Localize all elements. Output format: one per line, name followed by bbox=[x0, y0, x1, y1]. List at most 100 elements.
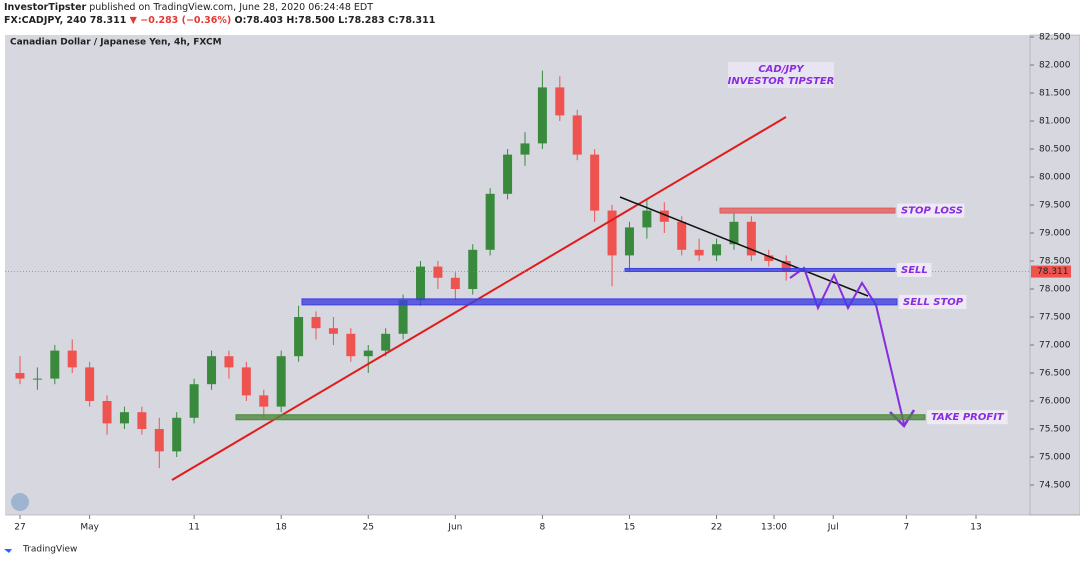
trendline-resistance bbox=[619, 196, 869, 297]
candle-body bbox=[67, 350, 77, 368]
y-tick-label: 76.000 bbox=[1039, 396, 1071, 406]
y-tick-label: 81.000 bbox=[1039, 117, 1071, 127]
candle-body bbox=[659, 210, 669, 222]
low: L:78.283 bbox=[338, 15, 385, 26]
last-price-box bbox=[1031, 265, 1071, 278]
level-label: TAKE PROFIT bbox=[931, 412, 1005, 423]
candle-body bbox=[468, 249, 478, 289]
y-tick-label: 82.500 bbox=[1039, 33, 1071, 43]
candle-body bbox=[503, 154, 513, 194]
y-tick-label: 79.500 bbox=[1039, 201, 1071, 211]
published: published on TradingView.com, June 28, 2… bbox=[89, 2, 373, 13]
y-tick-label: 79.000 bbox=[1039, 229, 1071, 239]
candle-body bbox=[712, 244, 722, 256]
candle-body bbox=[416, 266, 426, 301]
candle-body bbox=[729, 221, 739, 245]
candle-body bbox=[32, 378, 42, 380]
high: H:78.500 bbox=[286, 15, 335, 26]
logo-badge bbox=[11, 493, 29, 511]
candle-body bbox=[520, 143, 530, 155]
y-tick-label: 80.500 bbox=[1039, 145, 1071, 155]
close: C:78.311 bbox=[388, 15, 435, 26]
x-tick-label: 25 bbox=[363, 523, 374, 533]
candle-body bbox=[137, 412, 147, 429]
open: O:78.403 bbox=[235, 15, 284, 26]
annotation: INVESTOR TIPSTER bbox=[728, 76, 835, 87]
level-label: STOP LOSS bbox=[901, 206, 963, 217]
candle-body bbox=[346, 333, 356, 357]
chart-title: Canadian Dollar / Japanese Yen, 4h, FXCM bbox=[10, 38, 222, 48]
candle-body bbox=[781, 261, 791, 272]
annotation-box bbox=[728, 62, 834, 88]
candle-body bbox=[102, 400, 112, 424]
level-line bbox=[301, 298, 898, 306]
candle-body bbox=[50, 350, 60, 379]
x-tick-label: 7 bbox=[903, 523, 909, 533]
level-label: SELL STOP bbox=[903, 297, 964, 308]
candle-body bbox=[642, 210, 652, 228]
header-line2: FX:CADJPY, 240 78.311 ▼ −0.283 (−0.36%) … bbox=[4, 15, 435, 26]
candle-body bbox=[624, 227, 634, 256]
candle-body bbox=[433, 266, 443, 278]
candle-body bbox=[311, 316, 321, 329]
x-tick-label: 13:00 bbox=[761, 523, 787, 533]
candle-body bbox=[276, 356, 286, 407]
candle-body bbox=[294, 316, 304, 357]
level-label-box bbox=[927, 410, 1008, 425]
x-tick-label: 22 bbox=[711, 523, 722, 533]
candle-body bbox=[572, 115, 582, 155]
last-price-label: 78.311 bbox=[1037, 267, 1069, 277]
candle-body bbox=[764, 255, 774, 262]
x-tick-label: May bbox=[80, 523, 99, 533]
y-tick-label: 81.500 bbox=[1039, 89, 1071, 99]
level-label-box bbox=[899, 294, 967, 309]
x-tick-label: 18 bbox=[275, 523, 287, 533]
y-tick-label: 77.000 bbox=[1039, 340, 1071, 350]
level-label-box bbox=[897, 262, 932, 277]
brand-logo bbox=[4, 549, 12, 553]
level-label: SELL bbox=[901, 265, 928, 276]
x-tick-label: 27 bbox=[14, 523, 25, 533]
y-tick-label: 77.500 bbox=[1039, 312, 1071, 322]
y-tick-label: 76.500 bbox=[1039, 368, 1071, 378]
level-label-box bbox=[897, 203, 965, 218]
candle-body bbox=[450, 277, 460, 289]
annotation: CAD/JPY bbox=[758, 64, 805, 75]
candle-body bbox=[555, 87, 565, 116]
y-tick-label: 75.000 bbox=[1039, 452, 1071, 462]
header-line1: InvestorTipster published on TradingView… bbox=[4, 2, 373, 13]
candle-body bbox=[590, 154, 600, 211]
price: 78.311 bbox=[90, 15, 127, 26]
level-line bbox=[624, 267, 896, 272]
candle-body bbox=[172, 417, 182, 452]
candle-body bbox=[694, 249, 704, 256]
y-tick-label: 82.000 bbox=[1039, 61, 1071, 71]
brand: TradingView bbox=[22, 545, 77, 555]
candle-body bbox=[189, 384, 199, 418]
candle-body bbox=[328, 328, 338, 334]
x-tick-label: 13 bbox=[970, 523, 981, 533]
candle-body bbox=[15, 372, 25, 379]
level-line bbox=[235, 414, 926, 421]
y-tick-label: 75.500 bbox=[1039, 424, 1071, 434]
x-tick-label: Jul bbox=[827, 523, 839, 533]
y-tick-label: 74.500 bbox=[1039, 480, 1071, 490]
level-line bbox=[719, 207, 896, 214]
symbol: FX:CADJPY, 240 bbox=[4, 15, 87, 26]
candle-body bbox=[241, 367, 251, 396]
candle-body bbox=[259, 395, 269, 407]
change: ▼ −0.283 (−0.36%) bbox=[130, 15, 232, 26]
x-tick-label: 15 bbox=[624, 523, 635, 533]
candle-body bbox=[746, 221, 756, 256]
candle-body bbox=[119, 412, 129, 424]
candle-body bbox=[537, 87, 547, 144]
candle-body bbox=[224, 356, 234, 368]
y-tick-label: 80.000 bbox=[1039, 173, 1071, 183]
y-tick-label: 78.500 bbox=[1039, 257, 1071, 267]
candle-body bbox=[607, 210, 617, 256]
y-tick-label: 78.000 bbox=[1039, 284, 1071, 294]
candle-body bbox=[677, 221, 687, 250]
x-tick-label: 8 bbox=[540, 523, 546, 533]
candle-body bbox=[398, 300, 408, 334]
